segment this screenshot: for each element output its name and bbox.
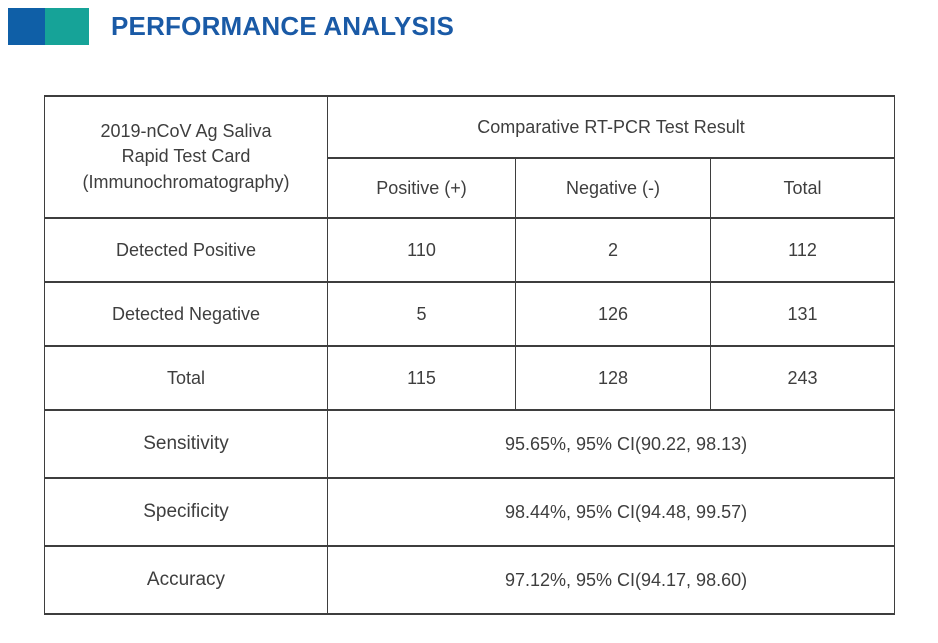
- cell-value: 2: [515, 217, 711, 283]
- brand-teal-square-icon: [45, 8, 89, 45]
- test-card-name-line1: 2019-nCoV Ag Saliva: [100, 121, 272, 142]
- cell-value: 131: [709, 281, 896, 347]
- row-label: Detected Negative: [44, 281, 328, 347]
- col-header-positive: Positive (+): [327, 157, 516, 219]
- table-row-detected-negative: Detected Negative 5 126 131: [44, 281, 896, 347]
- row-label: Total: [44, 345, 328, 411]
- cell-value: 126: [515, 281, 711, 347]
- table-row-detected-positive: Detected Positive 110 2 112: [44, 217, 896, 283]
- test-card-name-line2: Rapid Test Card: [121, 146, 251, 167]
- col-header-negative: Negative (-): [515, 157, 711, 219]
- table-header-row-1: 2019-nCoV Ag Saliva Rapid Test Card (Imm…: [44, 95, 896, 219]
- stat-value: 95.65%, 95% CI(90.22, 98.13): [326, 409, 896, 479]
- stat-value: 98.44%, 95% CI(94.48, 99.57): [326, 477, 896, 547]
- cell-value: 128: [515, 345, 711, 411]
- cell-value: 5: [327, 281, 516, 347]
- performance-analysis-table: 2019-nCoV Ag Saliva Rapid Test Card (Imm…: [44, 95, 896, 615]
- stat-label: Sensitivity: [44, 409, 328, 479]
- col-header-total: Total: [709, 157, 896, 219]
- stat-label: Accuracy: [44, 545, 328, 615]
- page-title: PERFORMANCE ANALYSIS: [111, 11, 455, 41]
- table-row-specificity: Specificity 98.44%, 95% CI(94.48, 99.57): [44, 477, 896, 547]
- test-card-header-cell: 2019-nCoV Ag Saliva Rapid Test Card (Imm…: [44, 95, 328, 219]
- cell-value: 110: [327, 217, 516, 283]
- cell-value: 115: [327, 345, 516, 411]
- stat-label: Specificity: [44, 477, 328, 547]
- brand-blue-square-icon: [8, 8, 45, 45]
- table-row-accuracy: Accuracy 97.12%, 95% CI(94.17, 98.60): [44, 545, 896, 615]
- table-header-row-2: Positive (+) Negative (-) Total: [45, 157, 896, 219]
- test-card-name-line3: (Immunochromatography): [82, 171, 290, 192]
- cell-value: 112: [709, 217, 896, 283]
- table-row-total: Total 115 128 243: [44, 345, 896, 411]
- table-row-sensitivity: Sensitivity 95.65%, 95% CI(90.22, 98.13): [44, 409, 896, 479]
- row-label: Detected Positive: [44, 217, 328, 283]
- section-header: PERFORMANCE ANALYSIS: [8, 8, 454, 45]
- rtpcr-group-header-cell: Comparative RT-PCR Test Result: [326, 95, 896, 159]
- stat-value: 97.12%, 95% CI(94.17, 98.60): [326, 545, 896, 615]
- cell-value: 243: [709, 345, 896, 411]
